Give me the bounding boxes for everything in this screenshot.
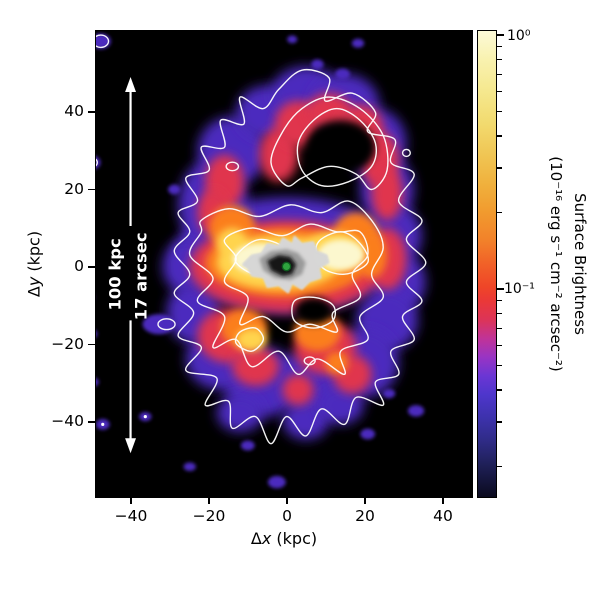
colorbar-tick <box>497 211 502 214</box>
colorbar-tick <box>497 288 504 290</box>
x-tick-label: 0 <box>282 507 292 525</box>
y-tick-label: 0 <box>74 257 84 275</box>
colorbar-label-title: Surface Brightness <box>571 193 589 335</box>
colorbar-tick <box>497 312 502 315</box>
colorbar-tick <box>497 110 502 113</box>
colorbar-tick <box>497 167 502 169</box>
colorbar-tick <box>497 299 502 302</box>
x-axis-label-delta: Δ <box>250 529 262 548</box>
scale-label-kpc: 100 kpc <box>106 238 125 310</box>
plot-area: 100 kpc 17 arcsec <box>95 30 473 498</box>
colorbar-tick <box>497 73 502 76</box>
y-tick <box>88 421 95 423</box>
colorbar <box>477 30 497 498</box>
colorbar-tick <box>497 465 502 468</box>
x-tick <box>286 498 288 504</box>
colorbar-tick <box>497 421 502 423</box>
colorbar-label-units: (10⁻¹⁶ erg s⁻¹ cm⁻² arcsec⁻²) <box>547 156 565 372</box>
x-tick-label: 20 <box>355 507 375 525</box>
y-axis-label-delta: Δ <box>24 286 44 298</box>
contours <box>96 34 427 445</box>
colorbar-tick <box>497 90 502 93</box>
y-tick-label: 40 <box>64 102 84 120</box>
y-tick <box>88 266 95 268</box>
x-tick-label: 40 <box>433 507 453 525</box>
nebula-image: 100 kpc 17 arcsec <box>96 31 471 496</box>
y-axis-label-unit: (kpc) <box>24 230 44 277</box>
x-tick <box>442 498 444 504</box>
y-tick-label: 20 <box>64 179 84 198</box>
colorbar-tick-label-1: 10⁰ <box>507 28 531 44</box>
colorbar-tick-label-0.1: 10⁻¹ <box>504 281 535 297</box>
colorbar-tick <box>497 389 502 391</box>
colorbar-tick <box>497 135 502 137</box>
colorbar-tick <box>497 364 502 367</box>
x-axis-label-var: x <box>261 529 272 548</box>
x-tick-label: −40 <box>114 507 148 525</box>
y-tick <box>88 188 95 191</box>
scale-label-arcsec: 17 arcsec <box>131 232 150 320</box>
colorbar-tick <box>497 344 502 347</box>
quasar-marker <box>281 261 292 272</box>
x-axis-label-unit: (kpc) <box>271 529 318 548</box>
x-tick-label: −20 <box>192 507 226 525</box>
x-axis-label: Δx (kpc) <box>251 529 317 548</box>
y-tick-label: −20 <box>51 334 84 353</box>
x-tick <box>364 498 366 504</box>
x-tick <box>130 498 132 504</box>
y-tick <box>88 111 95 113</box>
y-axis-label-var: y <box>24 276 44 287</box>
colorbar-tick <box>497 34 504 36</box>
y-axis-label: Δy (kpc) <box>25 231 44 297</box>
colorbar-tick <box>497 327 502 330</box>
y-tick-label: −40 <box>51 412 84 430</box>
scale-arrow <box>125 77 137 454</box>
colorbar-tick <box>497 45 502 48</box>
colorbar-tick <box>497 58 502 61</box>
x-tick <box>208 498 210 504</box>
y-tick <box>88 343 95 346</box>
